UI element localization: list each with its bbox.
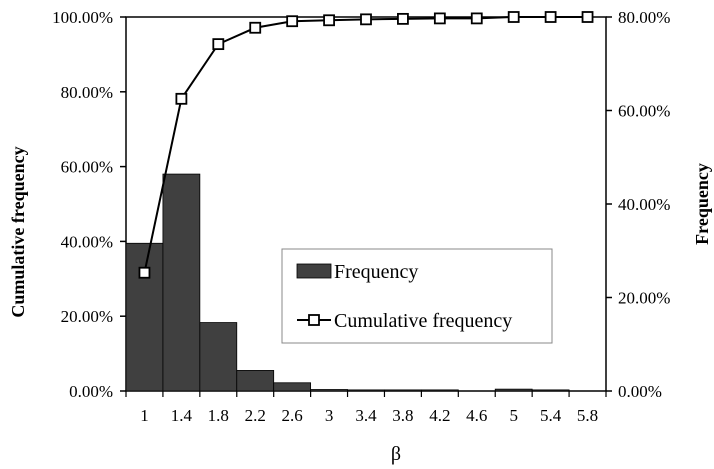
x-tick-label: 1.4 <box>171 406 193 425</box>
x-tick-label: 5.4 <box>540 406 562 425</box>
x-tick-label: 4.2 <box>429 406 450 425</box>
cumulative-marker <box>286 15 299 28</box>
y-right-tick-label: 20.00% <box>618 289 670 308</box>
x-tick-label: 3.8 <box>392 406 413 425</box>
cumulative-marker <box>581 11 594 23</box>
y-right-tick-label: 40.00% <box>618 195 670 214</box>
x-axis: 1 1.4 1.8 2.2 2.6 3 3.4 3.8 4.2 4.6 5 5.4 5.8 <box>125 391 607 425</box>
x-tick-label: 5 <box>509 406 518 425</box>
cumulative-marker <box>433 12 446 25</box>
x-tick-label: 3.4 <box>355 406 377 425</box>
cumulative-marker <box>507 11 520 23</box>
y-right-tick-label: 60.00% <box>618 102 670 121</box>
y-axis-left-title: Cumulative frequency <box>8 146 28 317</box>
cumulative-line-group <box>138 11 594 279</box>
legend-label-frequency: Frequency <box>334 261 418 283</box>
cumulative-marker <box>138 266 151 279</box>
bar <box>420 389 459 392</box>
y-axis-right-title: Frequency <box>692 163 712 245</box>
bar <box>162 173 201 392</box>
legend-label-cumulative: Cumulative frequency <box>334 310 512 332</box>
cumulative-marker <box>544 11 557 23</box>
x-tick-label: 3 <box>325 406 334 425</box>
x-tick-label: 1 <box>140 406 149 425</box>
cumulative-marker <box>470 12 483 25</box>
cumulative-marker <box>249 21 262 34</box>
y-right-tick-label: 80.00% <box>618 8 670 27</box>
y-axis-left: 0.00% 20.00% 40.00% 60.00% 80.00% 100.00% <box>52 8 126 401</box>
y-left-tick-label: 100.00% <box>52 8 113 27</box>
bar <box>384 389 422 392</box>
cumulative-marker <box>397 12 409 25</box>
bar <box>531 389 570 392</box>
cumulative-marker <box>360 13 372 26</box>
x-tick-label: 2.6 <box>282 406 303 425</box>
bar <box>125 242 164 392</box>
y-left-tick-label: 60.00% <box>61 158 113 177</box>
x-tick-label: 2.2 <box>245 406 266 425</box>
bar <box>494 388 533 392</box>
x-tick-label: 5.8 <box>577 406 598 425</box>
bar <box>347 389 385 392</box>
legend-bar-swatch <box>296 263 332 279</box>
x-tick-label: 4.6 <box>466 406 487 425</box>
y-axis-right: 0.00% 20.00% 40.00% 60.00% 80.00% <box>606 8 670 401</box>
legend: Frequency Cumulative frequency <box>281 248 553 344</box>
cumulative-marker <box>323 14 335 27</box>
y-left-tick-label: 20.00% <box>61 307 113 326</box>
cumulative-marker <box>175 92 188 105</box>
x-axis-title: β <box>391 443 401 465</box>
bar <box>310 389 348 392</box>
y-left-tick-label: 0.00% <box>69 382 113 401</box>
bar <box>199 322 238 392</box>
y-left-tick-label: 80.00% <box>61 83 113 102</box>
bar <box>236 370 275 392</box>
legend-marker-swatch <box>308 314 320 326</box>
cumulative-marker <box>212 38 225 51</box>
y-left-tick-label: 40.00% <box>61 232 113 251</box>
bar <box>273 382 312 392</box>
y-right-tick-label: 0.00% <box>618 382 662 401</box>
x-tick-label: 1.8 <box>208 406 229 425</box>
